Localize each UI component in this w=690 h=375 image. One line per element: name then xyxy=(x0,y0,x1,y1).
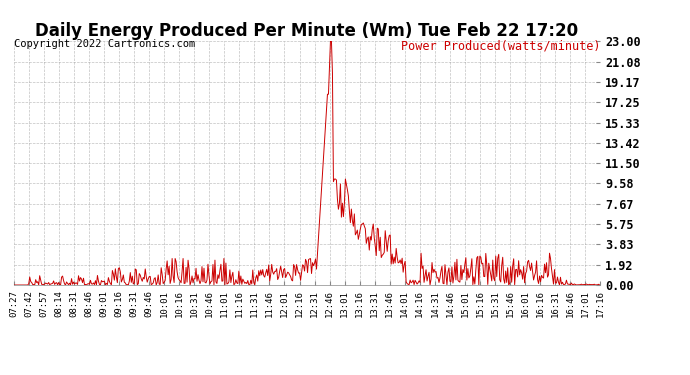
Title: Daily Energy Produced Per Minute (Wm) Tue Feb 22 17:20: Daily Energy Produced Per Minute (Wm) Tu… xyxy=(35,22,579,40)
Text: Power Produced(watts/minute): Power Produced(watts/minute) xyxy=(401,39,600,53)
Text: Copyright 2022 Cartronics.com: Copyright 2022 Cartronics.com xyxy=(14,39,195,50)
